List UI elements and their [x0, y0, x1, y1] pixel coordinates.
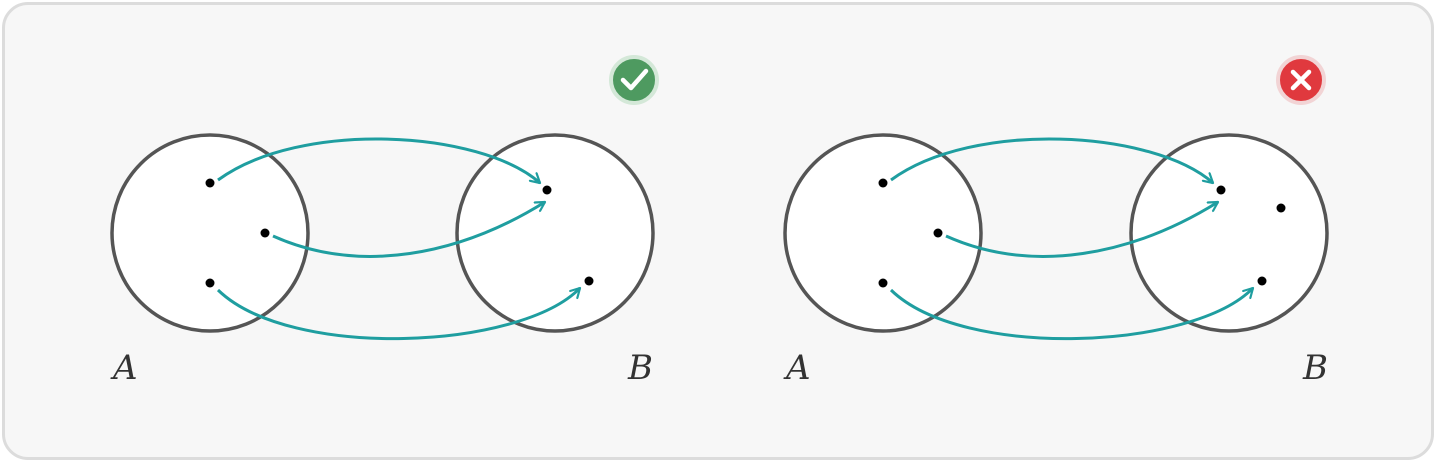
set-a-element-dot [933, 228, 943, 238]
diagram-valid: A B [110, 55, 659, 388]
cross-icon [1276, 55, 1326, 105]
set-a-label: A [783, 348, 811, 388]
set-b-circle [1129, 133, 1329, 333]
set-a-label: A [110, 348, 138, 388]
mapping-arrow [217, 137, 540, 185]
diagram-invalid: A B [783, 55, 1329, 388]
set-a-element-dot [260, 228, 270, 238]
mapping-arrow [216, 288, 580, 341]
set-b-element-dot [584, 276, 594, 286]
mapping-arrow [945, 200, 1218, 258]
check-icon [609, 55, 659, 105]
set-b-element-dot [1257, 276, 1267, 286]
set-a-element-dot [205, 178, 215, 188]
mapping-arrow [890, 137, 1213, 185]
set-a-circle [110, 133, 310, 333]
set-b-label: B [627, 348, 653, 388]
mapping-arrow [272, 200, 545, 258]
set-b-circle [455, 133, 655, 333]
set-b-element-dot [1216, 185, 1226, 195]
set-b-element-dot [542, 185, 552, 195]
set-b-element-dot [1276, 203, 1286, 213]
set-a-element-dot [205, 278, 215, 288]
mapping-arrow [889, 288, 1253, 341]
set-a-element-dot [878, 278, 888, 288]
set-a-element-dot [878, 178, 888, 188]
set-b-label: B [1302, 348, 1328, 388]
set-a-circle [783, 133, 983, 333]
